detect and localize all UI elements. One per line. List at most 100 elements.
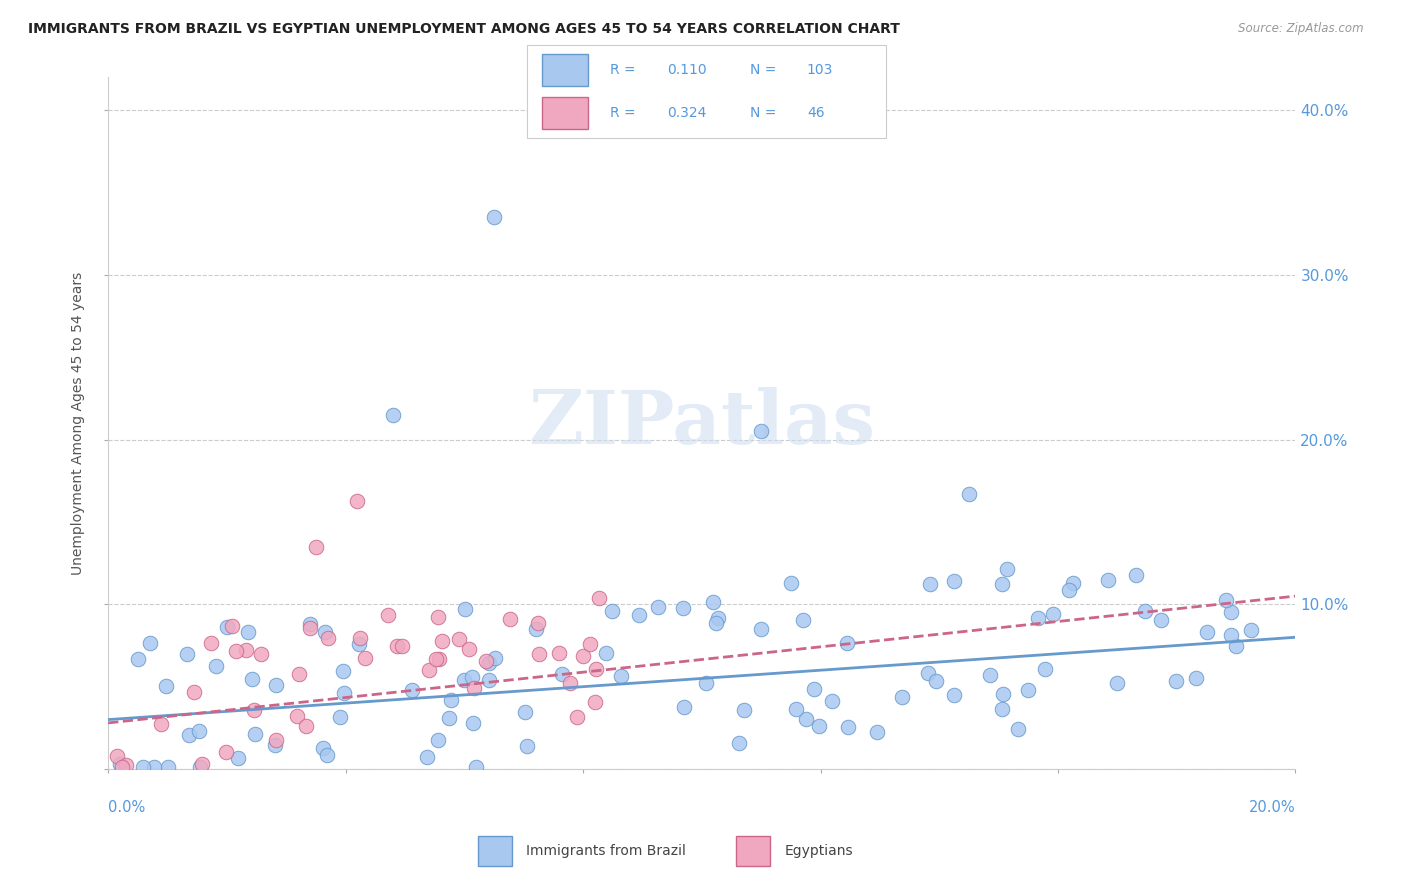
Point [205,659,228,673]
Point [176,647,198,661]
Point [704,616,727,631]
Point [1195,625,1218,640]
Point [1225,639,1247,653]
Text: Egyptians: Egyptians [785,844,853,858]
Point [835,635,858,649]
Point [821,694,844,708]
Point [142,760,165,774]
Point [427,652,450,666]
Point [401,682,423,697]
Point [377,607,399,622]
Point [917,666,939,681]
Bar [737,836,770,866]
Point [316,747,339,762]
Point [991,702,1014,716]
Point [551,667,574,681]
Bar [541,54,588,86]
Point [1017,683,1039,698]
Point [995,562,1018,576]
Point [240,673,263,687]
Point [807,719,830,733]
Point [425,651,447,665]
Point [526,616,548,631]
Point [236,624,259,639]
Point [524,623,547,637]
Point [993,687,1015,701]
Point [560,675,582,690]
Point [1026,610,1049,624]
Point [728,736,751,750]
Point [155,679,177,693]
Text: ZIPatlas: ZIPatlas [529,387,876,459]
Bar [541,97,588,129]
Y-axis label: Unemployment Among Ages 45 to 54 years: Unemployment Among Ages 45 to 54 years [72,271,86,574]
Text: Immigrants from Brazil: Immigrants from Brazil [526,844,686,858]
Point [1107,676,1129,690]
Point [430,634,453,648]
Point [439,692,461,706]
Point [439,711,461,725]
Point [299,620,322,634]
Point [458,642,481,657]
Point [942,574,965,588]
Point [585,662,607,676]
Point [1007,723,1029,737]
Point [349,631,371,645]
Point [305,540,328,554]
Point [225,644,247,658]
Point [1219,628,1241,642]
Point [1062,576,1084,591]
Point [588,591,610,605]
Bar [478,836,512,866]
Point [1215,593,1237,607]
Point [287,708,309,723]
Point [733,703,755,717]
Point [235,643,257,657]
Point [156,760,179,774]
Point [1057,582,1080,597]
Point [565,710,588,724]
Point [266,678,288,692]
Point [333,686,356,700]
Point [499,611,522,625]
Point [979,668,1001,682]
Point [785,702,807,716]
Point [572,649,595,664]
Point [924,673,946,688]
Text: 103: 103 [807,63,834,77]
Point [702,595,724,609]
Point [415,749,437,764]
Point [595,647,617,661]
Point [453,673,475,688]
Point [332,664,354,678]
Point [132,760,155,774]
Point [600,604,623,618]
Point [287,667,309,681]
Point [263,738,285,752]
Point [115,758,138,772]
Point [191,756,214,771]
Point [779,576,801,591]
Text: 20.0%: 20.0% [1249,799,1295,814]
Point [215,745,238,759]
Text: Source: ZipAtlas.com: Source: ZipAtlas.com [1239,22,1364,36]
Point [463,681,485,695]
Text: 0.0%: 0.0% [108,799,145,814]
Point [387,639,409,653]
Point [312,741,335,756]
Point [127,651,149,665]
Point [482,211,505,225]
Text: N =: N = [749,63,776,77]
Text: N =: N = [749,106,776,120]
Point [353,650,375,665]
Point [548,646,571,660]
Point [943,688,966,702]
Text: IMMIGRANTS FROM BRAZIL VS EGYPTIAN UNEMPLOYMENT AMONG AGES 45 TO 54 YEARS CORREL: IMMIGRANTS FROM BRAZIL VS EGYPTIAN UNEMP… [28,22,900,37]
Point [329,710,352,724]
Point [295,718,318,732]
Point [266,733,288,747]
Point [426,733,449,747]
Point [837,720,859,734]
Point [673,699,696,714]
Point [111,760,134,774]
